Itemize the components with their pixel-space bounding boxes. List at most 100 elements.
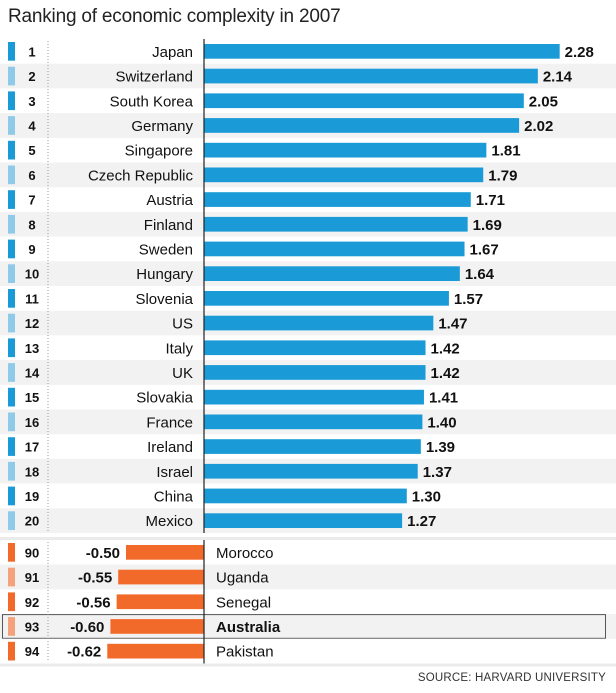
bar-germany: [204, 118, 520, 133]
value-label: 2.02: [524, 118, 553, 135]
value-label: 1.64: [465, 266, 495, 283]
value-label: 1.37: [423, 464, 452, 481]
country-label: Singapore: [125, 143, 193, 160]
bar-slovenia: [204, 291, 449, 306]
value-label: 1.41: [429, 390, 458, 407]
bar-hungary: [204, 266, 460, 281]
rank-stripe: [8, 567, 15, 587]
bar-china: [204, 488, 407, 504]
country-label: Morocco: [216, 545, 274, 562]
rank-stripe: [8, 313, 15, 333]
rank-stripe: [8, 641, 15, 661]
rank-label: 7: [28, 193, 35, 208]
value-label: 1.69: [473, 217, 502, 234]
rank-stripe: [8, 66, 15, 86]
row-background: [0, 540, 616, 565]
country-label: Italy: [165, 340, 193, 357]
bar-japan: [204, 44, 560, 59]
value-label: -0.62: [67, 644, 101, 661]
country-label: South Korea: [110, 93, 194, 110]
bar-uk: [204, 365, 426, 380]
row-background: [0, 564, 616, 590]
rank-stripe: [8, 592, 15, 612]
bar-south-korea: [204, 93, 524, 109]
rank-stripe: [8, 116, 15, 135]
rank-label: 14: [25, 365, 40, 380]
bar-uganda: [118, 569, 204, 585]
value-label: 1.30: [412, 488, 441, 505]
bar-mexico: [204, 513, 403, 528]
country-label: Germany: [131, 118, 193, 135]
chart-title: Ranking of economic complexity in 2007: [8, 6, 341, 27]
country-label: Uganda: [216, 570, 269, 587]
value-label: 1.67: [470, 241, 499, 258]
country-label: Pakistan: [216, 644, 274, 661]
rank-label: 12: [25, 316, 39, 331]
bar-austria: [204, 192, 471, 207]
value-label: 1.42: [431, 365, 460, 382]
rank-stripe: [8, 412, 15, 432]
rank-stripe: [8, 165, 15, 185]
rank-label: 20: [25, 514, 39, 529]
bar-ireland: [204, 439, 421, 454]
bar-us: [204, 315, 434, 331]
bar-czech-republic: [204, 167, 484, 183]
value-label: 2.14: [543, 69, 573, 86]
value-label: 1.27: [407, 513, 436, 530]
rank-label: 3: [28, 94, 35, 109]
rank-label: 10: [25, 267, 39, 282]
bar-israel: [204, 463, 418, 479]
rank-label: 91: [25, 570, 39, 585]
country-label: UK: [172, 365, 193, 382]
bar-sweden: [204, 241, 465, 257]
country-label: Austria: [146, 192, 193, 209]
rank-stripe: [8, 214, 15, 234]
rank-label: 16: [25, 415, 39, 430]
country-label: Sweden: [139, 241, 193, 258]
rank-stripe: [8, 338, 15, 358]
rank-label: 13: [25, 341, 39, 356]
rank-label: 11: [25, 291, 39, 306]
rank-stripe: [8, 543, 15, 562]
row-background: [0, 638, 616, 664]
country-label: Senegal: [216, 594, 271, 611]
country-label: Hungary: [136, 266, 193, 283]
country-label: Switzerland: [115, 69, 193, 86]
rank-label: 1: [28, 44, 35, 59]
rank-label: 5: [28, 143, 35, 158]
bar-slovakia: [204, 389, 424, 405]
value-label: 1.40: [427, 414, 456, 431]
rank-stripe: [8, 387, 15, 407]
value-label: 1.71: [476, 192, 505, 209]
rank-stripe: [8, 617, 15, 636]
rank-stripe: [8, 486, 15, 506]
bar-morocco: [126, 545, 204, 560]
country-label: Ireland: [147, 439, 193, 456]
bar-pakistan: [107, 643, 204, 659]
bar-australia: [110, 619, 204, 634]
rank-stripe: [8, 264, 15, 283]
value-label: 1.47: [438, 316, 467, 333]
rank-label: 93: [25, 619, 39, 634]
rank-stripe: [8, 511, 15, 530]
source-note: SOURCE: HARVARD UNIVERSITY: [417, 672, 606, 684]
country-label: Australia: [216, 619, 281, 636]
value-label: -0.60: [70, 619, 104, 636]
value-label: -0.56: [76, 594, 110, 611]
value-label: 2.28: [565, 44, 594, 61]
value-label: 1.57: [454, 291, 483, 308]
rank-stripe: [8, 363, 15, 382]
value-label: 2.05: [529, 93, 558, 110]
value-label: 1.81: [491, 143, 520, 160]
rank-stripe: [8, 289, 15, 308]
rank-stripe: [8, 190, 15, 209]
country-label: Czech Republic: [88, 167, 194, 184]
bar-singapore: [204, 142, 487, 158]
country-label: China: [154, 488, 194, 505]
country-label: Israel: [156, 464, 193, 481]
rank-stripe: [8, 437, 15, 456]
country-label: Slovenia: [135, 291, 193, 308]
bar-finland: [204, 216, 468, 232]
rank-stripe: [8, 239, 15, 259]
